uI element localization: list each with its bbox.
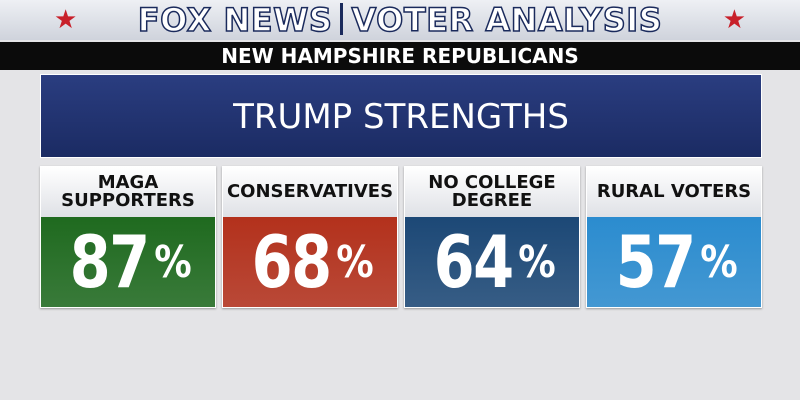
- value-unit: %: [336, 236, 374, 288]
- card-label: NO COLLEGE DEGREE: [405, 167, 579, 217]
- card-label: CONSERVATIVES: [223, 167, 397, 217]
- card-value: 68%: [223, 217, 397, 307]
- panel-title: TRUMP STRENGTHS: [40, 74, 762, 158]
- card: CONSERVATIVES 68%: [222, 166, 398, 308]
- card-label: RURAL VOTERS: [587, 167, 761, 217]
- card: MAGA SUPPORTERS 87%: [40, 166, 216, 308]
- banner-title: VOTER ANALYSIS: [351, 0, 663, 40]
- card: NO COLLEGE DEGREE 64%: [404, 166, 580, 308]
- value-number: 57: [615, 220, 697, 304]
- card-value: 64%: [405, 217, 579, 307]
- brand: FOX NEWS: [137, 0, 333, 40]
- card-label: MAGA SUPPORTERS: [41, 167, 215, 217]
- subheader: NEW HAMPSHIRE REPUBLICANS: [0, 42, 800, 70]
- card-value: 57%: [587, 217, 761, 307]
- label-line: SUPPORTERS: [61, 190, 195, 211]
- card-value: 87%: [41, 217, 215, 307]
- value-unit: %: [700, 236, 738, 288]
- separator: [340, 3, 344, 35]
- label-line: CONSERVATIVES: [226, 181, 394, 202]
- top-banner: ★ FOX NEWS VOTER ANALYSIS ★: [0, 0, 800, 40]
- value-unit: %: [518, 236, 556, 288]
- label-line: RURAL VOTERS: [596, 181, 752, 202]
- star: ★: [722, 5, 746, 35]
- label-line: DEGREE: [451, 190, 533, 211]
- star: ★: [54, 5, 78, 35]
- value-unit: %: [154, 236, 192, 288]
- value-number: 87: [69, 220, 151, 304]
- card: RURAL VOTERS 57%: [586, 166, 762, 308]
- value-number: 64: [433, 220, 515, 304]
- value-number: 68: [251, 220, 333, 304]
- label-line: NO COLLEGE: [428, 172, 556, 193]
- label-line: MAGA: [97, 172, 159, 193]
